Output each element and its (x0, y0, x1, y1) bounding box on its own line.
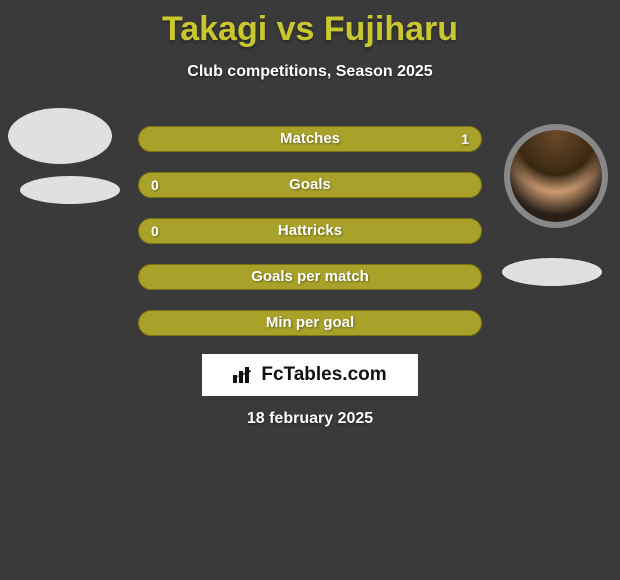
stat-right-value: 1 (461, 127, 469, 151)
stat-label: Goals per match (139, 265, 481, 289)
player-name-right (502, 258, 602, 286)
date-text: 18 february 2025 (0, 410, 620, 428)
stat-row: Min per goal (138, 310, 482, 336)
player-name-left (20, 176, 120, 204)
stat-label: Hattricks (139, 219, 481, 243)
fctables-logo: FcTables.com (202, 354, 418, 396)
logo-text: FcTables.com (261, 364, 386, 386)
stat-row: 0 Goals (138, 172, 482, 198)
page-title: Takagi vs Fujiharu (0, 0, 620, 49)
stat-row: 0 Hattricks (138, 218, 482, 244)
subtitle: Club competitions, Season 2025 (0, 63, 620, 81)
stat-row: Matches 1 (138, 126, 482, 152)
stat-label: Goals (139, 173, 481, 197)
avatar-right (504, 124, 608, 228)
stat-label: Min per goal (139, 311, 481, 335)
stats-bars: Matches 1 0 Goals 0 Hattricks Goals per … (138, 126, 482, 356)
stat-row: Goals per match (138, 264, 482, 290)
avatar-left (8, 108, 112, 164)
stat-label: Matches (139, 127, 481, 151)
chart-icon (233, 367, 255, 383)
